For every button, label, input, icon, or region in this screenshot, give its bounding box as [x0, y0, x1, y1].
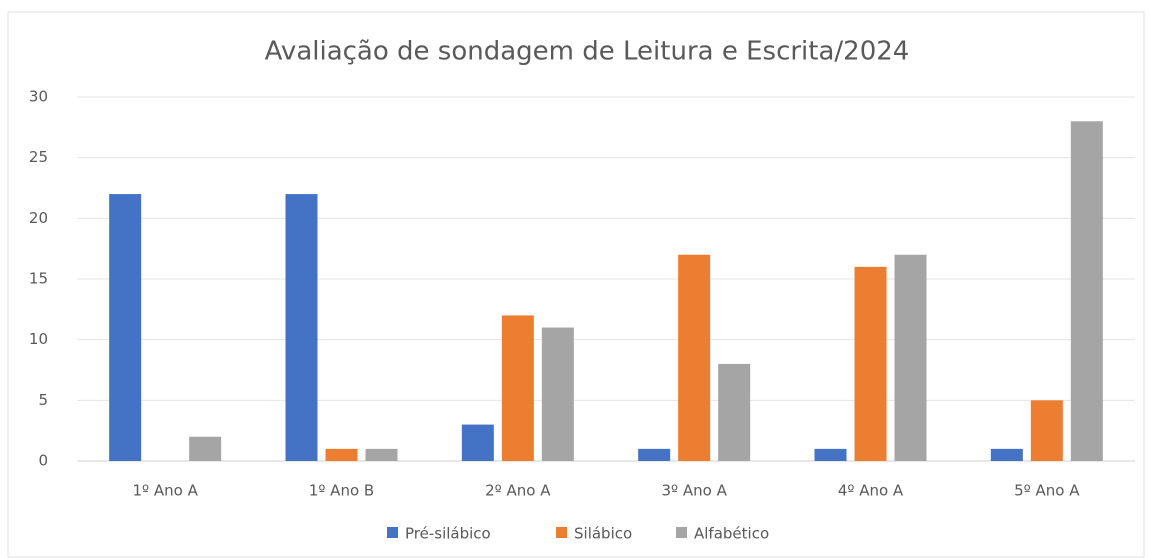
chart-title: Avaliação de sondagem de Leitura e Escri… [265, 37, 910, 67]
legend-swatch [556, 527, 567, 538]
legend-label: Silábico [574, 525, 632, 543]
bar [285, 194, 318, 462]
bar [678, 254, 711, 461]
y-tick-label: 10 [29, 330, 48, 348]
bar [109, 194, 142, 462]
y-tick-label: 20 [29, 209, 48, 227]
x-tick-label: 5º Ano A [1014, 482, 1080, 500]
legend-label: Pré-silábico [405, 525, 491, 543]
x-tick-label: 1º Ano A [132, 482, 198, 500]
x-tick-label: 1º Ano B [309, 482, 374, 500]
bar [718, 363, 751, 461]
bar [894, 254, 927, 461]
bar [1070, 121, 1103, 462]
y-tick-label: 0 [38, 452, 48, 470]
y-tick-label: 25 [29, 148, 48, 166]
x-tick-label: 4º Ano A [838, 482, 904, 500]
legend-swatch [387, 527, 398, 538]
y-tick-label: 15 [29, 270, 48, 288]
bar [365, 448, 398, 461]
x-tick-label: 2º Ano A [485, 482, 551, 500]
bar [814, 448, 847, 461]
y-tick-label: 30 [29, 88, 48, 106]
legend-label: Alfabético [694, 525, 769, 543]
bar [325, 448, 358, 461]
legend-swatch [676, 527, 687, 538]
x-tick-label: 3º Ano A [661, 482, 727, 500]
bar [990, 448, 1023, 461]
bar [1030, 400, 1063, 461]
bar [461, 424, 494, 461]
bar [854, 266, 887, 461]
bar [541, 327, 574, 461]
bar [189, 436, 222, 461]
chart-frame [7, 11, 1145, 558]
bar [638, 448, 671, 461]
bar [501, 315, 534, 461]
y-tick-label: 5 [38, 391, 48, 409]
